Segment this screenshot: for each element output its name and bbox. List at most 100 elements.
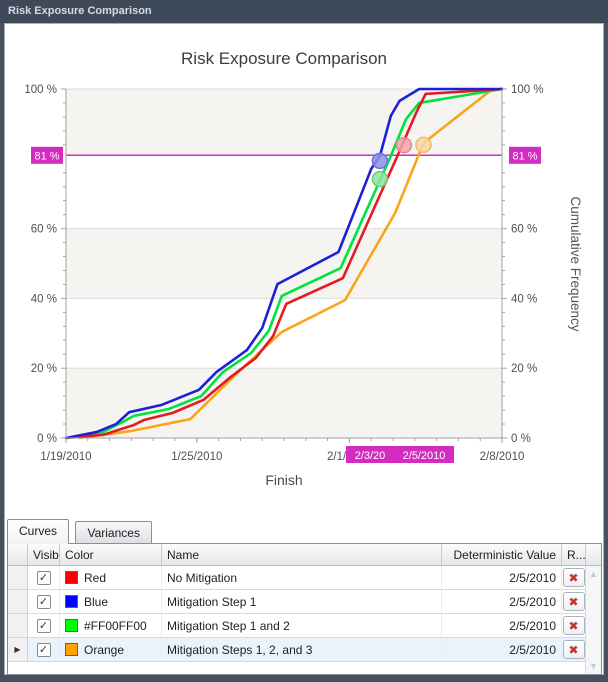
visible-cell: ✓ [28,614,60,638]
tab-variances[interactable]: Variances [75,521,152,544]
column-header-r[interactable]: R... [562,544,586,565]
scroll-up-icon[interactable]: ▲ [589,569,598,579]
row-indicator: ▶ [8,638,28,662]
visible-checkbox[interactable]: ✓ [36,594,51,609]
row-indicator [8,590,28,614]
row-indicator [8,566,28,590]
x-tick-label: 1/25/2010 [171,451,222,463]
threshold-label-box[interactable] [509,146,541,164]
plot-band [66,298,502,369]
row-indicator [8,614,28,638]
curve-ff00ff00 [64,87,504,440]
y-tick-label: 20 % [31,363,57,375]
window-content: 0 % 0 % 20 % 20 % 40 % 40 % 60 % 60 % 100 % 100 %… [4,23,604,675]
y-tick-label: 40 % [31,293,57,305]
remove-cell: ✖ [562,566,586,590]
color-label: #FF00FF00 [84,618,147,633]
table-scrollbar[interactable]: ▲ ▼ [585,566,601,674]
crosshair-label: 2/5/2010 [403,450,446,462]
x-tick-label: 1/19/2010 [40,451,91,463]
curve-marker [371,170,389,188]
scroll-down-icon[interactable]: ▼ [589,661,598,671]
deterministic-value: 2/5/2010 [442,590,562,614]
visible-checkbox[interactable]: ✓ [36,642,51,657]
color-swatch[interactable] [65,619,78,632]
x-tick-label: 2/1/2010 [327,451,372,463]
tab-strip: Curves Variances [7,519,154,544]
y-tick-label: 0 % [511,433,531,445]
curve-blue [64,87,504,440]
curve-orange [77,87,504,440]
curve-name: Mitigation Steps 1, 2, and 3 [162,638,442,662]
table-row[interactable]: ✓ Red No Mitigation 2/5/2010 ✖ [8,566,601,590]
visible-checkbox[interactable]: ✓ [36,570,51,585]
color-swatch[interactable] [65,595,78,608]
deterministic-value: 2/5/2010 [442,614,562,638]
color-label: Red [84,570,107,585]
table-header-row: VisibleColorNameDeterministic ValueR... [8,544,601,566]
column-header-name[interactable]: Name [162,544,442,565]
color-swatch[interactable] [65,643,78,656]
plot-band [66,89,502,156]
window-titlebar: Risk Exposure Comparison [0,0,608,23]
curve-marker [395,136,413,154]
y-tick-label: 100 % [511,84,544,96]
y-tick-label: 60 % [31,224,57,236]
crosshair-label-box[interactable] [346,446,394,463]
visible-checkbox[interactable]: ✓ [36,618,51,633]
y-axis-title: Cumulative Frequency [568,196,583,331]
curve-red [64,87,504,440]
risk-chart: 0 % 0 % 20 % 20 % 40 % 40 % 60 % 60 % 100 % 100 %… [24,49,583,488]
color-cell: Red [60,566,162,590]
plot-band [66,368,502,438]
tab-curves[interactable]: Curves [7,519,70,544]
table-row[interactable]: ✓ #FF00FF00 Mitigation Step 1 and 2 2/5/201… [8,614,601,638]
visible-cell: ✓ [28,638,60,662]
column-header-visible[interactable]: Visible [28,544,60,565]
column-header-indicator [8,544,28,565]
visible-cell: ✓ [28,566,60,590]
remove-cell: ✖ [562,614,586,638]
curve-name: Mitigation Step 1 and 2 [162,614,442,638]
deterministic-value: 2/5/2010 [442,566,562,590]
crosshair-label-box[interactable] [394,446,454,463]
delete-curve-button[interactable]: ✖ [562,592,585,611]
color-cell: #FF00FF00 [60,614,162,638]
column-header-deterministic-value[interactable]: Deterministic Value [442,544,562,565]
color-label: Blue [84,594,109,609]
curve-name: Mitigation Step 1 [162,590,442,614]
column-header-color[interactable]: Color [60,544,162,565]
color-cell: Blue [60,590,162,614]
curve-marker [371,152,389,170]
y-tick-label: 100 % [24,84,57,96]
y-tick-label: 0 % [37,433,57,445]
color-label: Orange [84,642,125,657]
curve-marker [415,136,432,154]
plot-band [66,228,502,299]
y-tick-label: 40 % [511,293,537,305]
threshold-label-box[interactable] [31,146,63,164]
y-tick-label: 20 % [511,363,537,375]
table-row[interactable]: ✓ Blue Mitigation Step 1 2/5/2010 ✖ [8,590,601,614]
delete-curve-button[interactable]: ✖ [562,568,585,587]
plot-band [66,155,502,229]
curve-name: No Mitigation [162,566,442,590]
y-tick-label: 60 % [511,224,537,236]
remove-cell: ✖ [562,638,586,662]
threshold-label: 81 % [512,150,537,162]
table-body: ✓ Red No Mitigation 2/5/2010 ✖ ✓ Blue Mitigatio… [8,566,601,662]
delete-curve-button[interactable]: ✖ [562,616,585,635]
chart-title: Risk Exposure Comparison [181,49,387,68]
deterministic-value: 2/5/2010 [442,638,562,662]
color-swatch[interactable] [65,571,78,584]
delete-curve-button[interactable]: ✖ [562,640,585,659]
visible-cell: ✓ [28,590,60,614]
remove-cell: ✖ [562,590,586,614]
table-row[interactable]: ▶ ✓ Orange Mitigation Steps 1, 2, and 3 2/5/… [8,638,601,662]
color-cell: Orange [60,638,162,662]
axis-frame [65,89,503,439]
curves-table: VisibleColorNameDeterministic ValueR... … [7,543,602,675]
tab-curves-label: Curves [19,524,58,538]
crosshair-label: 2/3/20 [355,450,386,462]
